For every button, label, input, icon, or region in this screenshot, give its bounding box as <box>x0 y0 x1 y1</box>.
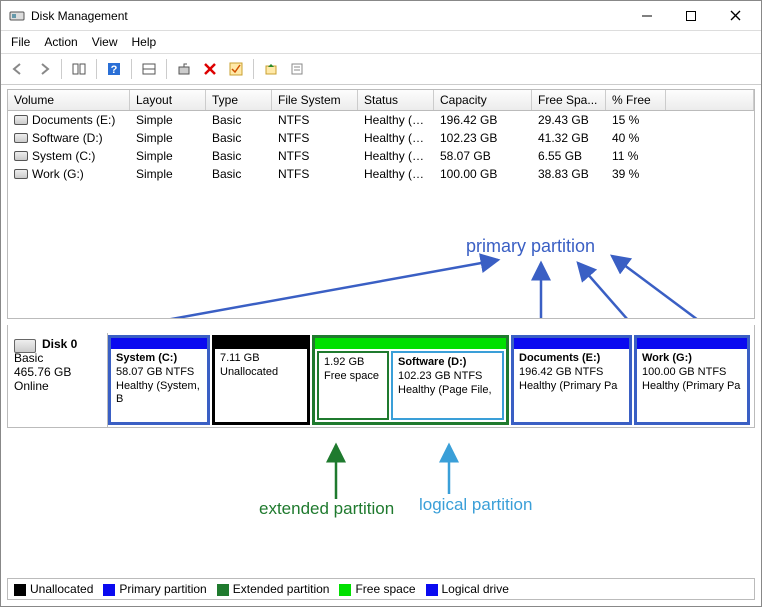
maximize-button[interactable] <box>669 2 713 30</box>
window-title: Disk Management <box>31 9 128 23</box>
show-hide-button[interactable] <box>68 58 90 80</box>
layout-icon[interactable] <box>138 58 160 80</box>
properties-icon[interactable] <box>286 58 308 80</box>
legend: Unallocated Primary partition Extended p… <box>7 578 755 600</box>
volume-list[interactable]: Volume Layout Type File System Status Ca… <box>7 89 755 319</box>
titlebar: Disk Management <box>1 1 761 31</box>
disk-size: 465.76 GB <box>14 365 101 379</box>
up-icon[interactable] <box>260 58 282 80</box>
legend-logical: Logical drive <box>426 582 509 596</box>
col-type[interactable]: Type <box>206 90 272 110</box>
table-row[interactable]: Work (G:)SimpleBasicNTFSHealthy (P...100… <box>8 165 754 183</box>
partition-system-c-[interactable]: System (C:)58.07 GB NTFSHealthy (System,… <box>108 335 210 425</box>
partition-free-space[interactable]: 1.92 GBFree space <box>317 351 389 420</box>
svg-text:?: ? <box>111 64 118 76</box>
table-row[interactable]: Software (D:)SimpleBasicNTFSHealthy (P..… <box>8 129 754 147</box>
menu-file[interactable]: File <box>11 35 30 49</box>
table-row[interactable]: System (C:)SimpleBasicNTFSHealthy (S...5… <box>8 147 754 165</box>
close-button[interactable] <box>713 2 757 30</box>
disk-graphical-view: Disk 0 Basic 465.76 GB Online System (C:… <box>7 333 755 428</box>
window-controls <box>625 2 757 30</box>
legend-free: Free space <box>339 582 415 596</box>
col-volume[interactable]: Volume <box>8 90 130 110</box>
partition-documents-e-[interactable]: Documents (E:)196.42 GB NTFSHealthy (Pri… <box>511 335 632 425</box>
col-percentfree[interactable]: % Free <box>606 90 666 110</box>
disk-name: Disk 0 <box>42 337 77 351</box>
check-icon[interactable] <box>225 58 247 80</box>
settings-icon[interactable] <box>173 58 195 80</box>
legend-primary: Primary partition <box>103 582 206 596</box>
menu-help[interactable]: Help <box>132 35 157 49</box>
menu-action[interactable]: Action <box>44 35 77 49</box>
menu-view[interactable]: View <box>92 35 118 49</box>
col-status[interactable]: Status <box>358 90 434 110</box>
toolbar: ? <box>1 54 761 85</box>
extended-partition-container[interactable]: 1.92 GBFree spaceSoftware (D:)102.23 GB … <box>312 335 509 425</box>
col-extra <box>666 90 754 110</box>
col-freespace[interactable]: Free Spa... <box>532 90 606 110</box>
back-button[interactable] <box>7 58 29 80</box>
menubar: File Action View Help <box>1 31 761 54</box>
col-capacity[interactable]: Capacity <box>434 90 532 110</box>
annot-primary-label: primary partition <box>466 236 595 257</box>
partition-software-d-[interactable]: Software (D:)102.23 GB NTFSHealthy (Page… <box>391 351 504 420</box>
list-header: Volume Layout Type File System Status Ca… <box>8 90 754 111</box>
col-layout[interactable]: Layout <box>130 90 206 110</box>
forward-button[interactable] <box>33 58 55 80</box>
disk-info[interactable]: Disk 0 Basic 465.76 GB Online <box>8 333 108 427</box>
partition-work-g-[interactable]: Work (G:)100.00 GB NTFSHealthy (Primary … <box>634 335 750 425</box>
disk-type: Basic <box>14 351 101 365</box>
table-row[interactable]: Documents (E:)SimpleBasicNTFSHealthy (P.… <box>8 111 754 129</box>
help-button[interactable]: ? <box>103 58 125 80</box>
annot-extended-label: extended partition <box>259 499 394 519</box>
col-filesystem[interactable]: File System <box>272 90 358 110</box>
legend-extended: Extended partition <box>217 582 330 596</box>
annot-logical-label: logical partition <box>419 495 532 515</box>
app-icon <box>9 8 25 24</box>
legend-unallocated: Unallocated <box>14 582 93 596</box>
delete-icon[interactable] <box>199 58 221 80</box>
partition-unallocated[interactable]: 7.11 GBUnallocated <box>212 335 310 425</box>
minimize-button[interactable] <box>625 2 669 30</box>
disk-status: Online <box>14 379 101 393</box>
